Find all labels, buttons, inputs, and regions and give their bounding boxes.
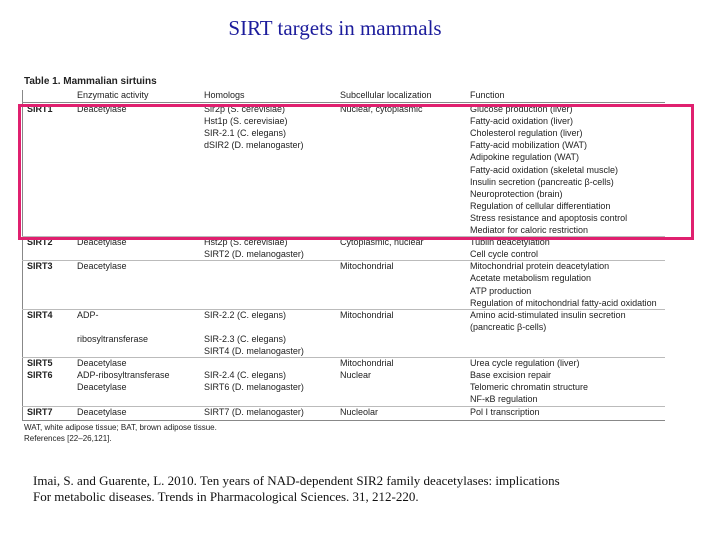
table-cell-homolog: SIRT2 (D. melanogaster) bbox=[204, 249, 304, 260]
table-cell-name: SIRT7 bbox=[27, 406, 53, 417]
header-rule bbox=[22, 102, 665, 103]
table-left-rule bbox=[22, 90, 23, 420]
table-cell-function: Telomeric chromatin structure bbox=[470, 382, 589, 393]
table-cell-location: Mitochondrial bbox=[340, 309, 394, 320]
table-cell-name: SIRT5 bbox=[27, 358, 53, 369]
table-cell-activity: Deacetylase bbox=[77, 406, 127, 417]
table-cell-name: SIRT4 bbox=[27, 309, 53, 320]
table-cell-function: Fatty-acid oxidation (liver) bbox=[470, 116, 574, 127]
table-cell-name: SIRT1 bbox=[27, 104, 53, 114]
table-cell-function: Pol I transcription bbox=[470, 406, 540, 417]
table-cell-function: Acetate metabolism regulation bbox=[470, 273, 592, 284]
table-cell-activity: Deacetylase bbox=[77, 382, 127, 393]
citation-line: Imai, S. and Guarente, L. 2010. Ten year… bbox=[33, 473, 560, 488]
table-cell-function: Glucose production (liver) bbox=[470, 104, 573, 114]
table-bottom-rule bbox=[22, 419, 665, 421]
table-cell-homolog: Hst1p (S. cerevisiae) bbox=[204, 116, 288, 127]
table-cell-homolog: SIR-2.4 (C. elegans) bbox=[204, 370, 287, 381]
table-cell-function: Mediator for caloric restriction bbox=[470, 225, 589, 235]
column-header: Homologs bbox=[204, 90, 245, 100]
table-cell-homolog: dSIR2 (D. melanogaster) bbox=[204, 140, 304, 151]
group-rule bbox=[22, 308, 665, 310]
table-caption: Table 1. Mammalian sirtuins bbox=[24, 76, 157, 87]
column-header: Function bbox=[470, 90, 505, 100]
table-cell-function: Regulation of cellular differentiation bbox=[470, 200, 611, 211]
footnote: WAT, white adipose tissue; BAT, brown ad… bbox=[24, 422, 217, 432]
table-cell-activity: Deacetylase bbox=[77, 358, 127, 369]
table-cell-activity: ADP-ribosyltransferase bbox=[77, 370, 170, 381]
citation-line: For metabolic diseases. Trends in Pharma… bbox=[33, 489, 419, 504]
table-cell-location: Nuclear, cytoplasmic bbox=[340, 104, 423, 114]
column-header: Enzymatic activity bbox=[77, 90, 149, 100]
table-cell-function: Stress resistance and apoptosis control bbox=[470, 212, 628, 223]
table-cell-homolog: SIRT6 (D. melanogaster) bbox=[204, 382, 304, 393]
table-cell-homolog: SIRT7 (D. melanogaster) bbox=[204, 406, 304, 417]
table-cell-function: ATP production bbox=[470, 285, 532, 296]
table-cell-function: Regulation of mitochondrial fatty-acid o… bbox=[470, 297, 657, 308]
table-cell-function: NF-κB regulation bbox=[470, 394, 538, 405]
table-cell-function: Mitochondrial protein deacetylation bbox=[470, 261, 610, 272]
table-cell-function: Tublin deacetylation bbox=[470, 237, 550, 248]
table-cell-activity: ribosyltransferase bbox=[77, 333, 149, 344]
table-cell-function: Amino acid-stimulated insulin secretion bbox=[470, 309, 626, 320]
table-cell-name: SIRT3 bbox=[27, 261, 53, 272]
table-cell-homolog: SIRT4 (D. melanogaster) bbox=[204, 346, 304, 356]
table-cell-location: Nucleolar bbox=[340, 406, 379, 417]
table-cell-homolog: Sir2p (S. cerevisiae) bbox=[204, 104, 286, 114]
table-cell-function: Fatty-acid oxidation (skeletal muscle) bbox=[470, 164, 619, 175]
table-cell-homolog: SIR-2.3 (C. elegans) bbox=[204, 333, 287, 344]
table-cell-activity: ADP- bbox=[77, 309, 99, 320]
slide-title: SIRT targets in mammals bbox=[228, 16, 442, 40]
table-cell-homolog: Hst2p (S. cerevisiae) bbox=[204, 237, 288, 248]
table-cell-function: Urea cycle regulation (liver) bbox=[470, 358, 580, 369]
table-cell-location: Nuclear bbox=[340, 370, 372, 381]
table-cell-homolog: SIR-2.1 (C. elegans) bbox=[204, 128, 287, 139]
table-cell-name: SIRT2 bbox=[27, 237, 53, 248]
group-rule bbox=[22, 260, 665, 262]
group-rule bbox=[22, 236, 665, 238]
table-cell-function: Cholesterol regulation (liver) bbox=[470, 128, 583, 139]
table-cell-function: Adipokine regulation (WAT) bbox=[470, 152, 580, 163]
table-cell-location: Mitochondrial bbox=[340, 261, 394, 272]
table-cell-activity: Deacetylase bbox=[77, 261, 127, 272]
table-cell-name: SIRT6 bbox=[27, 370, 53, 381]
table-cell-activity: Deacetylase bbox=[77, 104, 127, 114]
table-cell-homolog: SIR-2.2 (C. elegans) bbox=[204, 309, 287, 320]
table-cell-function: Cell cycle control bbox=[470, 249, 539, 260]
group-rule bbox=[22, 405, 665, 407]
highlight-box bbox=[18, 104, 694, 240]
column-header: Subcellular localization bbox=[340, 90, 432, 100]
table-cell-function: Base excision repair bbox=[470, 370, 552, 381]
group-rule bbox=[22, 357, 665, 359]
table-cell-activity: Deacetylase bbox=[77, 237, 127, 248]
table-cell-function: Neuroprotection (brain) bbox=[470, 188, 563, 199]
table-cell-function: Insulin secretion (pancreatic β-cells) bbox=[470, 176, 614, 187]
footnote: References [22–26,121]. bbox=[24, 433, 112, 443]
table-cell-location: Cytoplasmic, nuclear bbox=[340, 237, 424, 248]
table-cell-location: Mitochondrial bbox=[340, 358, 394, 369]
table-cell-function: Fatty-acid mobilization (WAT) bbox=[470, 140, 588, 151]
table-cell-function: (pancreatic β-cells) bbox=[470, 321, 547, 332]
